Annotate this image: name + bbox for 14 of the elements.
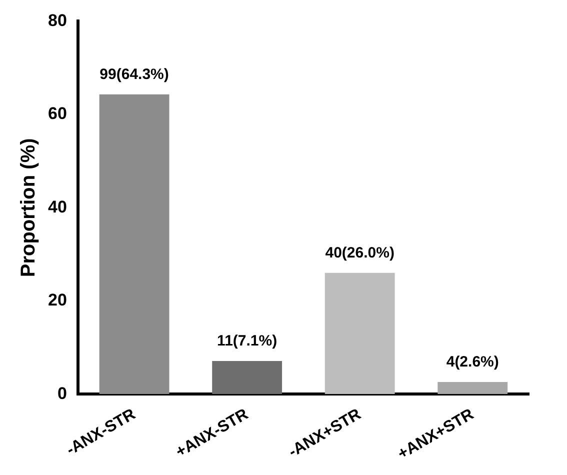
data-label: 4(2.6%) [446,354,499,371]
bar [324,272,395,394]
data-label: 99(64.3%) [100,66,169,84]
y-tick-label: 0 [57,384,67,403]
y-tick-label: 20 [48,290,67,310]
bar [212,361,282,394]
y-tick-label: 40 [48,197,67,216]
data-label: 40(26.0%) [325,244,394,262]
data-label: 11(7.1%) [217,332,278,350]
bar [438,382,508,394]
y-axis-title: Proportion (%) [18,138,40,278]
y-tick-label: 60 [48,104,67,124]
bar [99,94,170,394]
y-tick-label: 80 [48,10,67,30]
